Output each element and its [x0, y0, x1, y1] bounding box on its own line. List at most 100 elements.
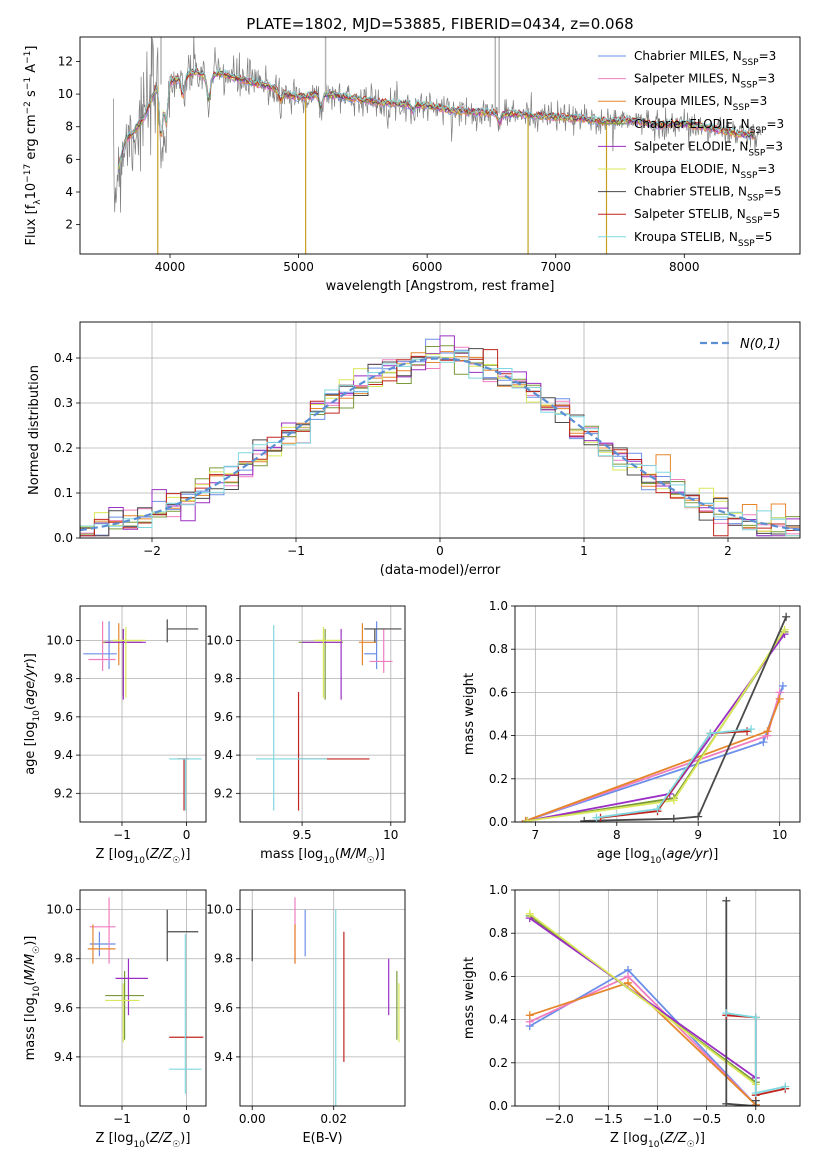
series-line: [726, 1012, 786, 1095]
x-axis-label-part: (data-model)/error: [380, 563, 501, 578]
legend-label: Kroupa MILES, NSSP=3: [634, 94, 767, 113]
x-axis-label-part: ☉: [172, 1140, 180, 1150]
y-axis-label-part: (: [23, 981, 38, 986]
series-line: [584, 616, 788, 822]
y-tick-label: 0.0: [489, 815, 508, 829]
x-axis-label-part: Z/Z: [664, 1131, 688, 1146]
legend-label: Kroupa ELODIE, NSSP=3: [634, 162, 775, 181]
spectrum-model-line: [118, 67, 755, 165]
legend-nssp: =5: [764, 185, 782, 199]
y-axis-label-part: Flux [f: [24, 204, 39, 245]
legend-nssp: =5: [755, 230, 773, 244]
legend-sub: SSP: [746, 216, 763, 226]
y-tick-label: 0.0: [54, 531, 73, 545]
y-tick-label: 9.8: [214, 952, 233, 966]
y-tick-label: 9.6: [214, 1001, 233, 1015]
series-line: [527, 631, 786, 822]
x-axis-label: (data-model)/error: [380, 563, 501, 578]
y-axis-label-part: M/M: [23, 954, 38, 981]
chart-mass-vs-ebv: 0.00 0.02 9.4 9.6 9.8 10.0 E(B-V): [206, 889, 406, 1146]
legend-model: Salpeter ELODIE, N: [634, 139, 748, 153]
legend-model: Kroupa ELODIE, N: [634, 162, 741, 176]
residuals-histogram: [80, 346, 800, 537]
legend-label: Salpeter STELIB, NSSP=5: [634, 207, 780, 226]
errorbar-plot-area: [255, 621, 402, 811]
y-axis-label-part: ]: [24, 46, 39, 51]
legend-label: Chabrier STELIB, NSSP=5: [634, 185, 782, 204]
y-axis-label-part: erg cm: [24, 114, 39, 163]
x-tick-label: 7: [532, 828, 540, 842]
y-tick-label: 9.4: [54, 748, 73, 762]
legend-sub: SSP: [738, 239, 755, 249]
y-axis-label: age [log10(age/yr)]: [23, 653, 42, 775]
legend-label: Salpeter ELODIE, NSSP=3: [634, 139, 783, 158]
gaussian-curve: [80, 357, 800, 532]
legend-sub: SSP: [742, 58, 759, 68]
y-tick-label: 0.6: [489, 685, 508, 699]
residuals-histogram: [80, 353, 800, 537]
y-tick-label: 9.4: [214, 748, 233, 762]
y-axis-label-part: −2: [23, 101, 33, 114]
y-axis-label: Normed distribution: [27, 365, 42, 495]
legend-model: Kroupa MILES, N: [634, 94, 733, 108]
x-tick-label: 4000: [155, 260, 186, 274]
x-axis-label: Z [log10(Z/Z☉)]: [96, 1131, 191, 1150]
y-axis-label-part: mass [log: [23, 997, 38, 1060]
y-tick-label: 10.0: [206, 903, 233, 917]
legend-model: Salpeter STELIB, N: [634, 207, 746, 221]
y-tick-label: 0.4: [489, 1013, 508, 1027]
axes-frame: [79, 889, 207, 1107]
chart-weight-vs-Z: −2.0 −1.5 −1.0 −0.5 0.0 0.0 0.2 0.4 0.6 0.8 1.0 Z […: [462, 883, 801, 1150]
y-tick-label: 9.6: [54, 710, 73, 724]
y-axis-label-part: (: [23, 705, 38, 710]
axes-frame: [79, 605, 207, 823]
y-tick-label: 0.8: [489, 642, 508, 656]
y-axis-label-part: Normed distribution: [27, 365, 42, 495]
y-tick-label: 9.2: [214, 786, 233, 800]
x-axis-label-part: 10: [648, 1140, 660, 1150]
y-tick-label: 10.0: [46, 633, 73, 647]
x-axis-label-part: ☉: [687, 1140, 695, 1150]
legend-sub: SSP: [741, 81, 758, 91]
y-axis-label-part: )]: [23, 936, 38, 946]
legend-sub: SSP: [741, 171, 758, 181]
y-axis-label-part: age [log: [23, 722, 38, 775]
x-tick-label: −1: [113, 828, 131, 842]
legend-model: Kroupa STELIB, N: [634, 230, 738, 244]
y-axis-label: mass weight: [462, 673, 477, 755]
legend-sub: SSP: [748, 148, 765, 158]
spectrum-legend: Chabrier MILES, NSSP=3 Salpeter MILES, NS…: [598, 49, 784, 249]
errorbar-plot-area: [83, 619, 202, 811]
x-axis-label-part: Z [log: [96, 1131, 134, 1146]
y-axis-label-part: 10: [32, 710, 42, 722]
y-tick-label: 9.8: [54, 952, 73, 966]
y-axis-label-part: −1: [23, 77, 33, 90]
x-tick-label: 8000: [669, 260, 700, 274]
y-axis-label-part: s: [24, 90, 39, 101]
spectrum-plot-area: [113, 37, 762, 254]
legend-label: Salpeter MILES, NSSP=3: [634, 72, 775, 91]
x-axis-label-part: M/M: [340, 847, 367, 862]
x-tick-label: −1.5: [594, 1112, 623, 1126]
x-tick-label: 7000: [540, 260, 571, 274]
legend-label: Chabrier MILES, NSSP=3: [634, 49, 776, 68]
y-tick-label: 12: [58, 54, 73, 68]
legend-nssp: =3: [766, 117, 784, 131]
x-axis-label-part: (: [145, 1131, 150, 1146]
x-axis-label: E(B-V): [302, 1131, 342, 1146]
y-tick-label: 0.6: [489, 969, 508, 983]
y-tick-label: 6: [65, 152, 73, 166]
x-axis-label-part: 10: [133, 1140, 145, 1150]
x-axis-label-part: Z/Z: [149, 1131, 173, 1146]
legend-model: Chabrier STELIB, N: [634, 185, 747, 199]
y-tick-label: 10.0: [206, 633, 233, 647]
x-tick-label: 0: [436, 544, 444, 558]
x-axis-label-part: ☉: [172, 856, 180, 866]
axes-frame: [79, 36, 801, 255]
x-tick-label: 2: [724, 544, 732, 558]
y-tick-label: 0.4: [54, 351, 73, 365]
x-axis-label-part: Z [log: [610, 1131, 648, 1146]
x-axis-label-part: 10: [650, 856, 662, 866]
y-axis-label-part: −1: [23, 51, 33, 64]
